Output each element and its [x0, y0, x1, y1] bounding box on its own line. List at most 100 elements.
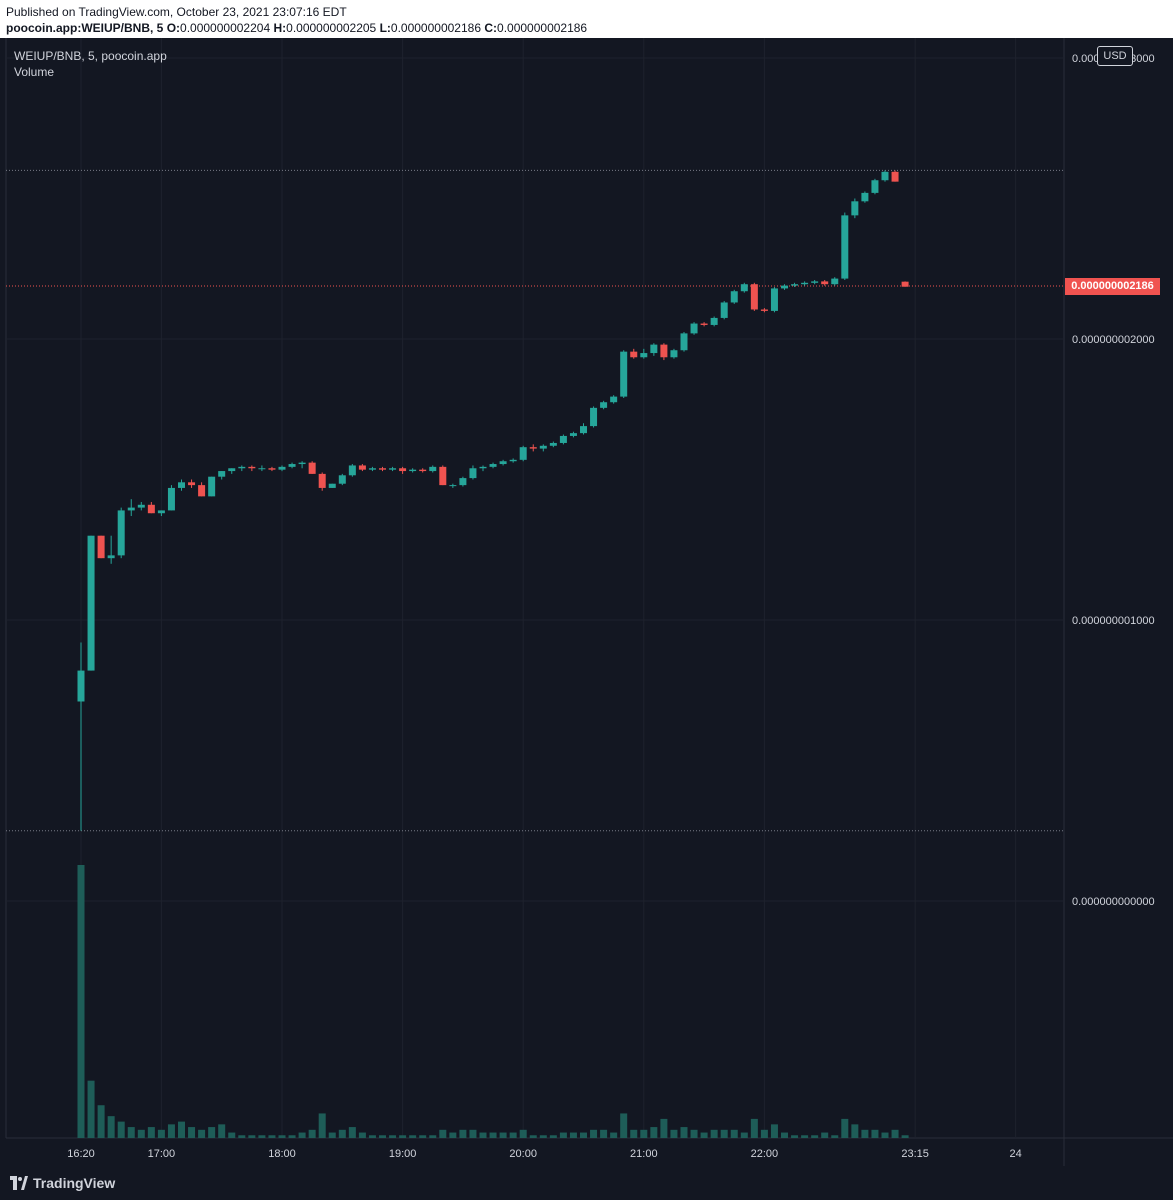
candle: [710, 316, 718, 327]
y-tick-label: 0.000000002000: [1072, 334, 1155, 346]
candle-body: [861, 192, 869, 202]
candle: [489, 462, 497, 469]
candle: [368, 466, 376, 472]
volume-bar: [781, 1132, 788, 1138]
candle-body: [640, 353, 648, 358]
x-tick-label: 21:00: [630, 1148, 658, 1160]
candle-body: [399, 468, 407, 472]
candle: [700, 322, 708, 327]
open-value: 0.000000002204: [180, 21, 271, 35]
candle-body: [529, 447, 537, 449]
volume-bar: [399, 1135, 407, 1138]
candle-body: [288, 464, 296, 467]
volume-bar: [258, 1135, 266, 1138]
candle: [770, 287, 778, 313]
candle-body: [469, 468, 477, 479]
volume-bar: [449, 1132, 457, 1138]
candle: [740, 282, 748, 293]
candle: [720, 301, 728, 320]
volume-bar: [891, 1129, 899, 1138]
candle-body: [569, 433, 577, 436]
volume-bar: [660, 1118, 668, 1138]
candle: [660, 343, 668, 361]
candle-body: [298, 462, 306, 465]
candle: [358, 464, 366, 472]
volume-bar: [308, 1129, 316, 1138]
volume-bar: [770, 1124, 778, 1138]
candle-body: [238, 466, 246, 469]
volume-bar: [821, 1132, 829, 1138]
volume-bar: [871, 1129, 879, 1138]
volume-legend[interactable]: Volume: [14, 65, 55, 79]
volume-bars: [77, 865, 909, 1138]
volume-bar: [569, 1132, 577, 1138]
volume-bar: [358, 1132, 366, 1138]
candle: [851, 198, 859, 219]
candle-body: [268, 468, 276, 470]
tradingview-logo-icon: [10, 1176, 28, 1190]
volume-bar: [630, 1129, 638, 1138]
volume-bar: [590, 1129, 598, 1138]
candle-body: [871, 180, 879, 193]
candle-body: [549, 442, 557, 446]
candle: [760, 308, 768, 313]
candle: [750, 282, 758, 311]
volume-bar: [208, 1127, 216, 1138]
candle: [127, 499, 135, 517]
candle: [188, 479, 196, 488]
candle-body: [891, 171, 899, 182]
candle-body: [107, 555, 115, 559]
volume-bar: [107, 1116, 115, 1138]
volume-bar: [811, 1135, 819, 1138]
tradingview-logo[interactable]: TradingView: [10, 1175, 115, 1191]
x-tick-label: 24: [1010, 1148, 1022, 1160]
volume-bar: [298, 1132, 306, 1138]
candle: [147, 501, 155, 514]
candle: [580, 423, 587, 435]
candle: [278, 465, 286, 472]
candle-body: [328, 483, 336, 488]
candle-body: [660, 344, 668, 358]
candle: [419, 468, 427, 473]
candle: [559, 434, 567, 445]
candle: [519, 445, 527, 462]
volume-bar: [429, 1135, 437, 1138]
candle-body: [770, 288, 778, 311]
candle: [308, 461, 316, 474]
volume-bar: [680, 1127, 688, 1138]
ohlc-line: poocoin.app:WEIUP/BNB, 5 O:0.00000000220…: [6, 21, 587, 35]
candle: [569, 431, 577, 438]
candle-body: [449, 485, 457, 487]
chart-canvas[interactable]: 0.0000000030000.0000000020000.0000000010…: [0, 38, 1173, 1166]
candle-body: [519, 447, 527, 460]
candle: [117, 507, 125, 559]
footer: TradingView: [0, 1166, 1173, 1200]
candle: [328, 483, 336, 488]
currency-button[interactable]: USD: [1097, 46, 1133, 66]
candle: [107, 535, 115, 564]
candle-body: [278, 466, 286, 470]
candle-body: [650, 344, 658, 354]
candle: [318, 472, 326, 491]
candle: [198, 482, 206, 497]
candle: [218, 471, 226, 480]
candle: [409, 468, 417, 473]
volume-bar: [600, 1129, 608, 1138]
candle: [590, 406, 598, 428]
high-label: H:: [273, 21, 287, 35]
low-label: L:: [379, 21, 391, 35]
volume-bar: [690, 1129, 698, 1138]
symbol-legend[interactable]: WEIUP/BNB, 5, poocoin.app: [14, 49, 167, 63]
candle-body: [248, 466, 256, 469]
candle-body: [358, 465, 366, 470]
candle-body: [499, 461, 507, 465]
candle-body: [620, 351, 628, 397]
volume-bar: [881, 1132, 889, 1138]
published-line: Published on TradingView.com, October 23…: [6, 5, 347, 19]
volume-bar: [489, 1132, 497, 1138]
volume-bar: [268, 1135, 276, 1138]
candle-body: [580, 426, 587, 434]
candle: [529, 444, 537, 452]
low-value: 0.000000002186: [390, 21, 481, 35]
candle: [610, 395, 618, 404]
